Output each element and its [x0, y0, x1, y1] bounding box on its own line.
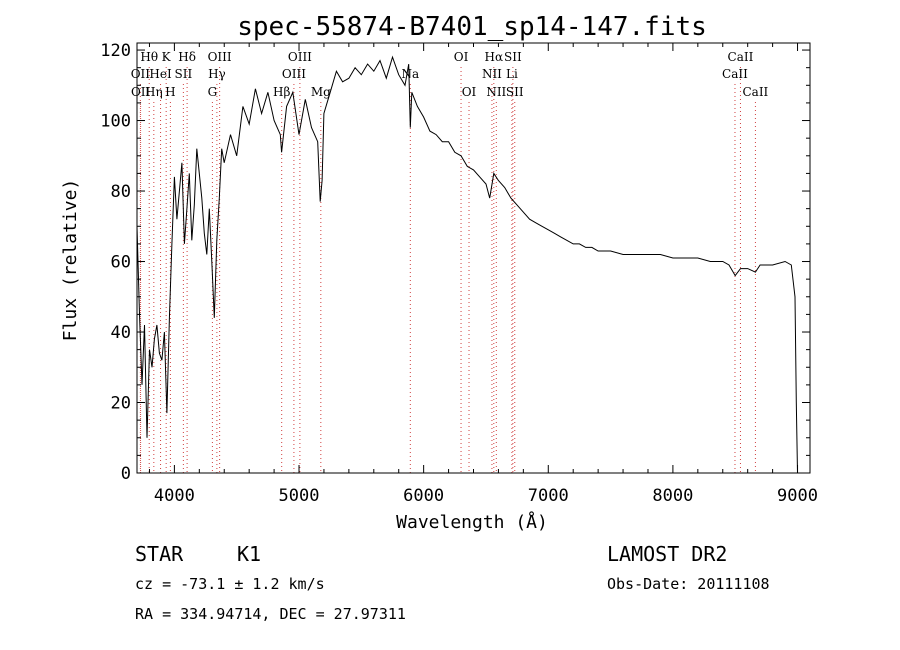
- spectral-line-label: NII: [486, 85, 506, 99]
- survey-name: LAMOST DR2: [607, 542, 727, 566]
- y-tick-label: 60: [111, 253, 131, 273]
- y-tick-label: 80: [111, 182, 131, 202]
- spectral-line-label: SII: [504, 50, 522, 64]
- spectral-line-label: G: [208, 85, 218, 99]
- y-axis-ticks: 0 20 40 60 80 100 120: [100, 41, 810, 484]
- redshift-velocity: cz = -73.1 ± 1.2 km/s: [135, 575, 325, 593]
- spectral-line-label: HeI: [149, 67, 172, 81]
- spectral-line-label: NII: [482, 67, 502, 81]
- x-tick-label: 6000: [403, 486, 444, 506]
- x-tick-label: 9000: [777, 486, 818, 506]
- y-tick-label: 0: [121, 464, 131, 484]
- spectral-line-label: Hθ: [140, 50, 158, 64]
- spectral-line-label: SII: [506, 85, 524, 99]
- spectral-line-label: OIII: [288, 50, 312, 64]
- x-tick-label: 8000: [652, 486, 693, 506]
- chart-title: spec-55874-B7401_sp14-147.fits: [237, 12, 707, 42]
- spectral-line-label: OII: [131, 67, 151, 81]
- y-tick-label: 120: [100, 41, 131, 61]
- spectral-line-markers: [139, 67, 756, 473]
- spectral-line-label: CaII: [728, 50, 754, 64]
- object-class: STAR: [135, 542, 184, 566]
- spectral-line-label: Hα: [485, 50, 504, 64]
- x-axis-label: Wavelength (Å): [396, 511, 548, 533]
- spectral-line-label: CaII: [742, 85, 768, 99]
- spectral-line-label: Li: [506, 67, 518, 81]
- spectral-line-label: Na: [401, 67, 419, 81]
- spectral-line-label: Mg: [311, 85, 331, 99]
- y-tick-label: 100: [100, 112, 131, 132]
- spectral-line-label: K: [162, 50, 172, 64]
- spectral-line-label: OIII: [208, 50, 232, 64]
- spectral-line-label: Hη: [145, 85, 163, 99]
- x-tick-label: 5000: [279, 486, 320, 506]
- spectral-line-label: Hβ: [273, 85, 290, 99]
- spectral-line-label: H: [165, 85, 175, 99]
- spectral-line-label: SII: [175, 67, 193, 81]
- x-tick-label: 4000: [154, 486, 195, 506]
- plot-frame: [136, 42, 811, 474]
- y-axis-label: Flux (relative): [60, 179, 81, 342]
- spectral-line-label: OII: [131, 85, 151, 99]
- spectral-line-label: Hγ: [208, 67, 226, 81]
- spectral-line-label: OI: [462, 85, 477, 99]
- flux-series-line: [136, 55, 798, 474]
- y-tick-label: 20: [111, 394, 131, 414]
- x-axis-ticks: 4000 5000 6000 7000 8000 9000: [148, 43, 818, 506]
- x-tick-label: 7000: [528, 486, 569, 506]
- coordinates: RA = 334.94714, DEC = 27.97311: [135, 605, 406, 623]
- object-subclass: K1: [237, 542, 261, 566]
- spectral-line-label: CaII: [722, 67, 748, 81]
- spectral-line-label: OIII: [282, 67, 306, 81]
- spectral-line-label: Hδ: [178, 50, 196, 64]
- spectral-line-label: OI: [454, 50, 469, 64]
- observation-date: Obs-Date: 20111108: [607, 575, 770, 593]
- y-tick-label: 40: [111, 323, 131, 343]
